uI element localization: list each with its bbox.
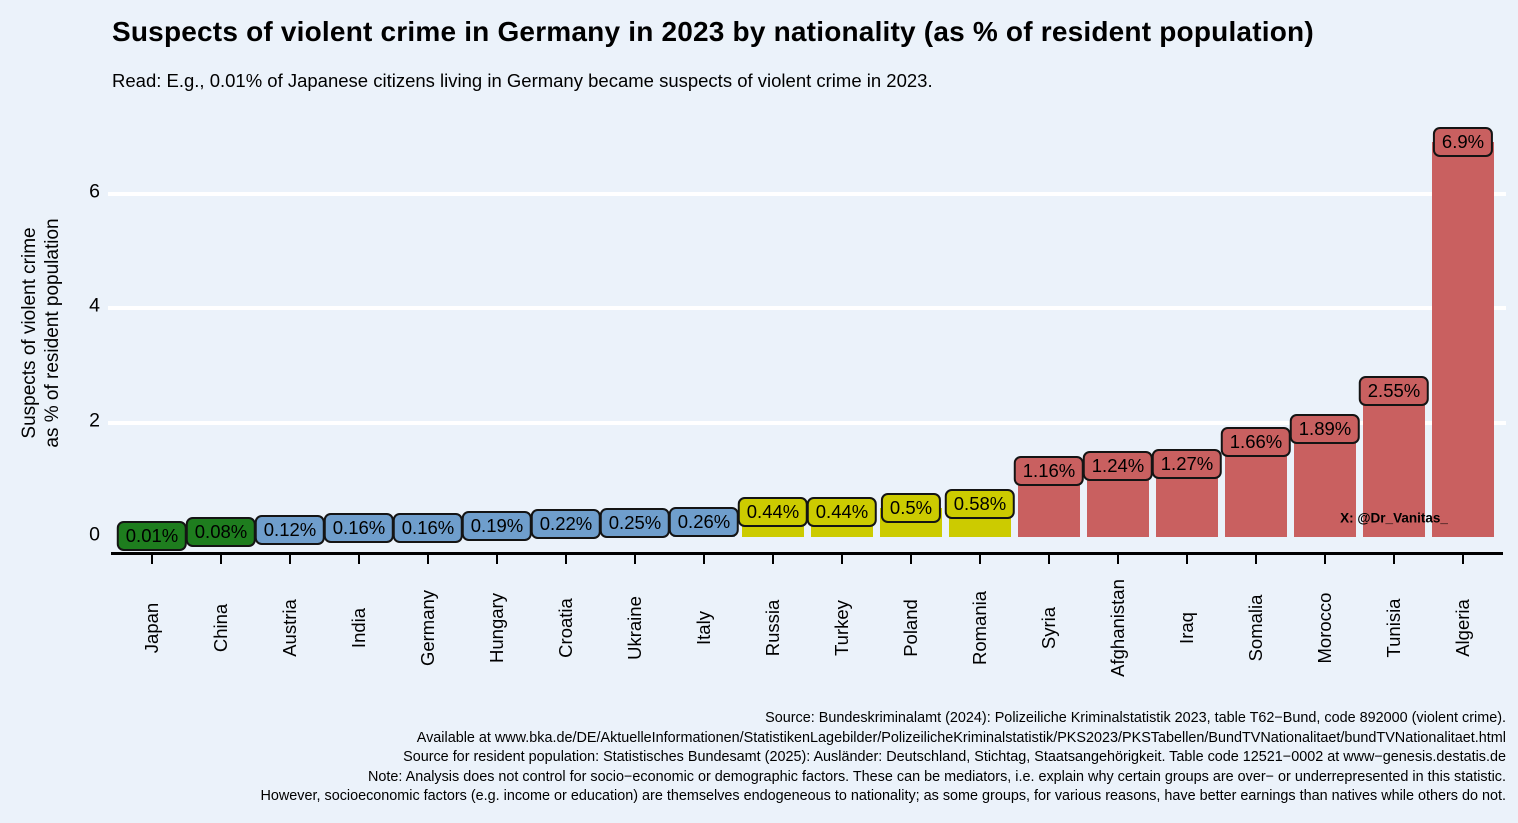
x-axis-label: Italy <box>693 611 714 645</box>
x-axis-label: Afghanistan <box>1107 579 1128 677</box>
x-axis-tick <box>910 555 912 564</box>
x-axis-label: Croatia <box>555 598 576 658</box>
y-tick-label: 6 <box>89 180 100 203</box>
y-tick-label: 0 <box>89 523 100 546</box>
x-axis-label: Russia <box>762 599 783 657</box>
x-axis-tick <box>358 555 360 564</box>
x-axis-tick <box>1324 555 1326 564</box>
bar-value-label: 0.26% <box>668 507 740 538</box>
x-axis-label: Turkey <box>831 600 852 656</box>
bar-value-label: 0.01% <box>116 521 188 552</box>
bar-value-label: 1.27% <box>1151 449 1223 480</box>
bar-value-label: 0.44% <box>806 496 878 527</box>
x-axis-tick <box>703 555 705 564</box>
bar <box>1432 142 1494 537</box>
x-axis-tick <box>1255 555 1257 564</box>
footer-line-note: Note: Analysis does not control for soci… <box>368 768 1506 785</box>
bar <box>1294 428 1356 537</box>
bar-value-label: 1.66% <box>1220 427 1292 458</box>
y-axis-title: Suspects of violent crime as % of reside… <box>18 218 64 447</box>
bar-value-label: 6.9% <box>1432 127 1494 158</box>
x-axis-tick <box>427 555 429 564</box>
x-axis-label: Tunisia <box>1383 598 1404 658</box>
x-axis-label: Algeria <box>1452 599 1473 657</box>
footer-notes: Source: Bundeskriminalamt (2024): Polize… <box>261 709 1506 807</box>
bar-value-label: 0.16% <box>392 512 464 543</box>
bar-value-label: 0.16% <box>323 512 395 543</box>
x-axis-label: Somalia <box>1245 594 1266 662</box>
bar-value-label: 0.5% <box>880 493 942 524</box>
x-axis-label: Iraq <box>1176 612 1197 644</box>
x-axis-tick <box>1462 555 1464 564</box>
x-axis-tick <box>151 555 153 564</box>
bar-value-label: 0.44% <box>737 496 809 527</box>
x-axis-line <box>111 552 1503 555</box>
x-axis-label: Germany <box>417 589 438 667</box>
bar-value-label: 0.08% <box>185 517 257 548</box>
x-axis-tick <box>1186 555 1188 564</box>
bar-value-label: 0.19% <box>461 511 533 542</box>
chart-subtitle: Read: E.g., 0.01% of Japanese citizens l… <box>112 70 933 91</box>
x-axis-tick <box>289 555 291 564</box>
x-axis-tick <box>979 555 981 564</box>
x-axis-label: Hungary <box>486 593 507 663</box>
footer-line-source: Source: Bundeskriminalamt (2024): Polize… <box>765 710 1506 726</box>
x-axis-label: Romania <box>969 590 990 666</box>
x-axis-label: China <box>210 603 231 653</box>
bar-value-label: 0.25% <box>599 507 671 538</box>
x-axis-tick <box>841 555 843 564</box>
y-tick-label: 2 <box>89 409 100 432</box>
bar-value-label: 1.16% <box>1013 455 1085 486</box>
bar-value-label: 0.22% <box>530 509 602 540</box>
gridline <box>108 420 1506 425</box>
x-axis-label: Poland <box>900 599 921 657</box>
x-axis-label: India <box>348 607 369 649</box>
x-axis-tick <box>1117 555 1119 564</box>
x-axis-label: Morocco <box>1314 592 1335 664</box>
x-axis-tick <box>772 555 774 564</box>
bar <box>1225 442 1287 537</box>
bar <box>1363 391 1425 537</box>
y-tick-label: 4 <box>89 294 100 317</box>
page-title: Suspects of violent crime in Germany in … <box>112 16 1314 47</box>
x-axis-tick <box>1048 555 1050 564</box>
bar-value-label: 0.58% <box>944 488 1016 519</box>
bar-value-label: 0.12% <box>254 515 326 546</box>
x-axis-label: Austria <box>279 599 300 657</box>
footer-line-note2: However, socioeconomic factors (e.g. inc… <box>260 788 1506 805</box>
x-axis-label: Syria <box>1038 606 1059 650</box>
watermark: X: @Dr_Vanitas_ <box>1340 510 1448 526</box>
gridline <box>108 191 1506 196</box>
bar-value-label: 2.55% <box>1358 376 1430 407</box>
bar-value-label: 1.24% <box>1082 451 1154 482</box>
y-axis-title-line1: Suspects of violent crime <box>19 227 40 439</box>
x-axis-tick <box>1393 555 1395 564</box>
gridline <box>108 306 1506 311</box>
footer-line-population-source: Source for resident population: Statisti… <box>403 749 1506 766</box>
x-axis-tick <box>220 555 222 564</box>
footer-line-available: Available at www.bka.de/DE/AktuelleInfor… <box>416 729 1506 746</box>
x-axis-tick <box>634 555 636 564</box>
bar-value-label: 1.89% <box>1289 413 1361 444</box>
x-axis-label: Ukraine <box>624 596 645 660</box>
x-axis-tick <box>496 555 498 564</box>
x-axis-tick <box>565 555 567 564</box>
x-axis-label: Japan <box>141 602 162 654</box>
